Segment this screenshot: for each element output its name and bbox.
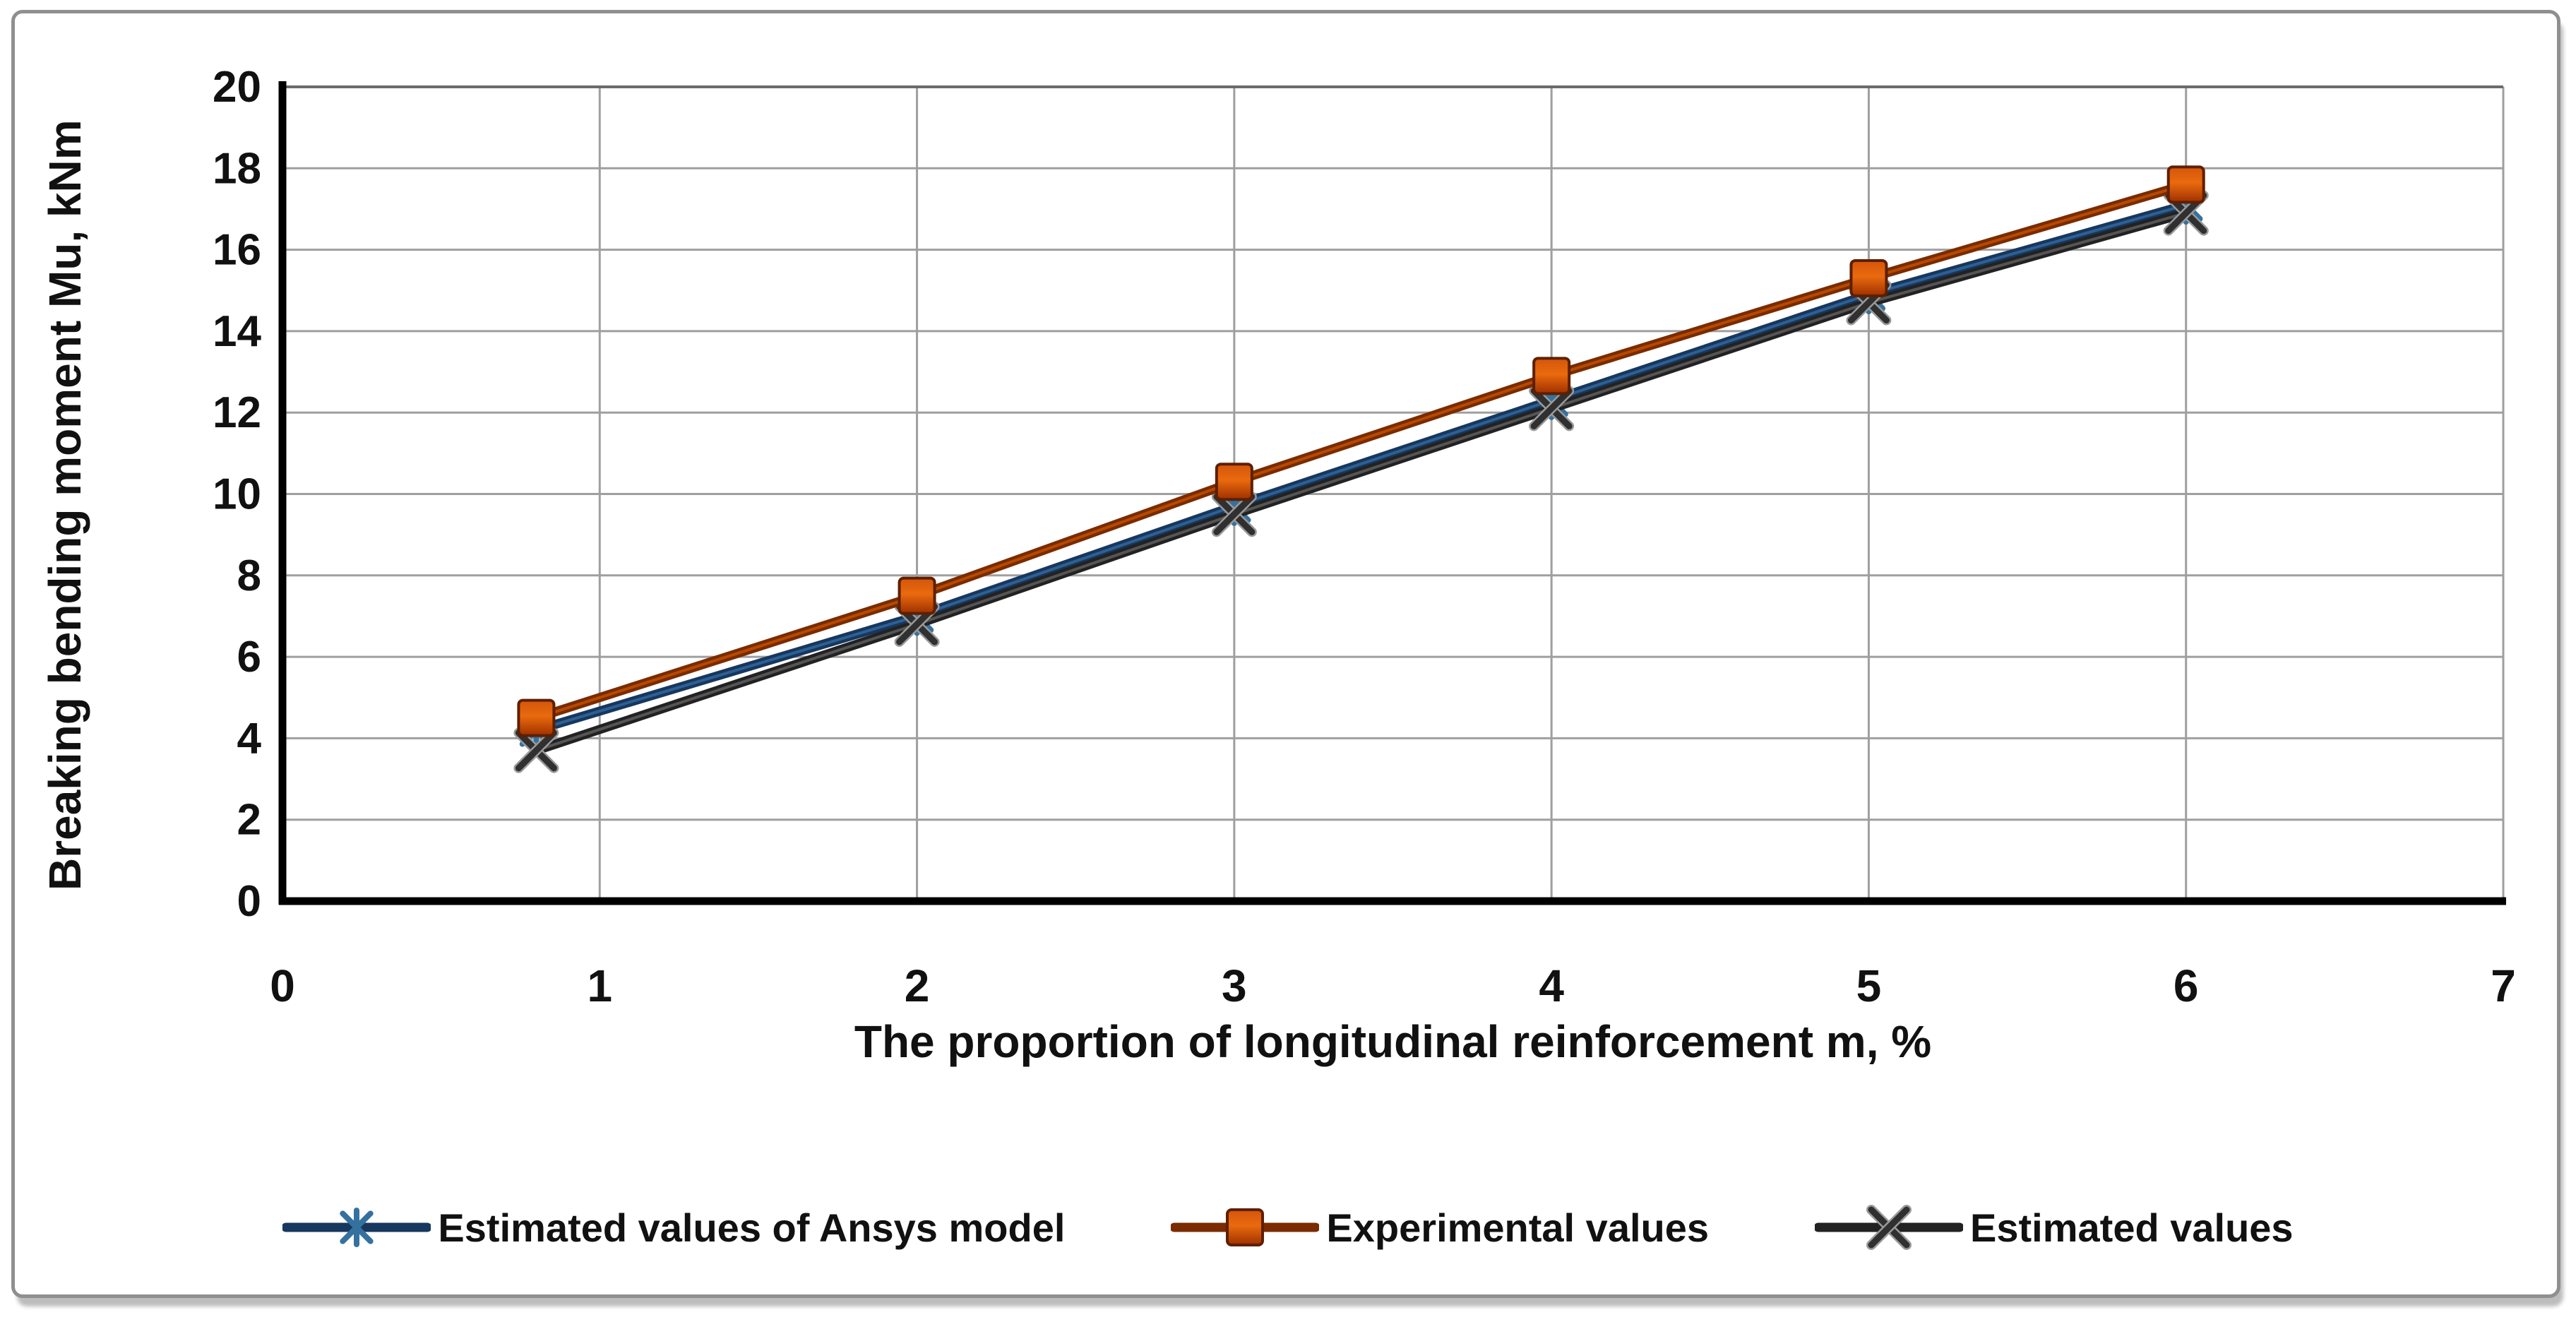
svg-text:2: 2: [905, 960, 930, 1011]
y-axis-title: Breaking bending moment Mu, kNm: [40, 119, 90, 891]
svg-text:8: 8: [237, 552, 261, 600]
svg-text:2: 2: [237, 796, 261, 845]
legend-item-2: Experimental values: [1171, 1185, 1709, 1270]
svg-text:4: 4: [237, 714, 262, 763]
svg-text:4: 4: [1539, 960, 1564, 1011]
svg-text:20: 20: [213, 63, 261, 112]
square-marker-icon: [1171, 1208, 1320, 1246]
chart-legend: Estimated values of Ansys model Experimen…: [0, 1164, 2576, 1291]
asterisk-marker-icon: [282, 1208, 431, 1247]
svg-text:1: 1: [587, 960, 612, 1011]
svg-text:16: 16: [213, 226, 261, 275]
legend-item-3: Estimated values: [1815, 1185, 2294, 1270]
svg-text:10: 10: [213, 470, 261, 519]
legend-label: Estimated values: [1970, 1205, 2294, 1250]
svg-text:6: 6: [237, 633, 261, 681]
svg-text:18: 18: [213, 144, 261, 193]
legend-label: Experimental values: [1326, 1205, 1710, 1250]
svg-text:0: 0: [237, 877, 261, 926]
svg-text:5: 5: [1856, 960, 1882, 1011]
svg-text:6: 6: [2174, 960, 2199, 1011]
svg-text:12: 12: [213, 388, 261, 437]
x-marker-icon: [1815, 1205, 1964, 1250]
legend-item-1: Estimated values of Ansys model: [282, 1185, 1065, 1270]
svg-text:14: 14: [213, 307, 261, 356]
svg-text:0: 0: [270, 960, 295, 1011]
x-axis-title: The proportion of longitudinal reinforce…: [854, 1016, 1932, 1067]
svg-text:7: 7: [2491, 960, 2516, 1011]
legend-label: Estimated values of Ansys model: [438, 1205, 1066, 1250]
svg-text:3: 3: [1222, 960, 1247, 1011]
